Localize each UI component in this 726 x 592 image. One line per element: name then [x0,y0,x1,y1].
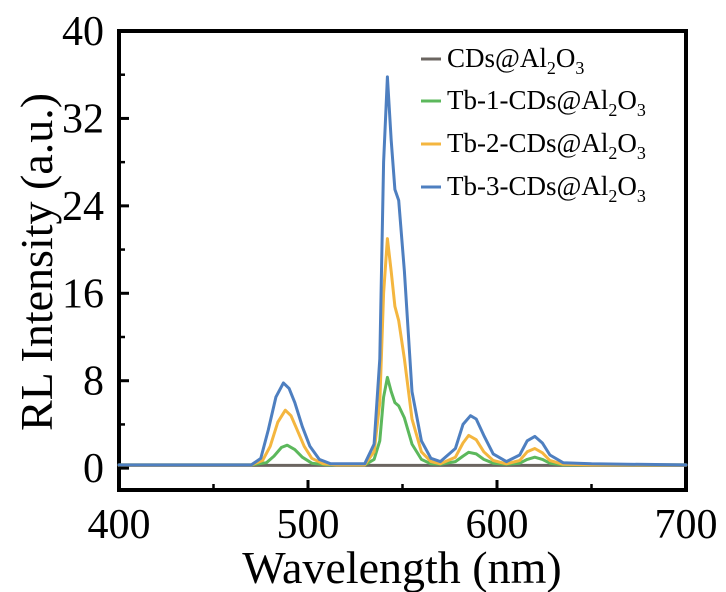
y-tick-label: 40 [62,9,104,55]
x-tick-label: 400 [88,502,151,548]
series-line-4 [117,75,688,467]
y-tick-label: 16 [62,271,104,317]
x-axis-title: Wavelength (nm) [242,542,561,592]
series-line-3 [117,237,688,467]
legend-label-3: Tb-2-CDs@Al2O3 [447,128,646,163]
legend-label-2: Tb-1-CDs@Al2O3 [447,85,646,120]
x-tick-label: 700 [655,502,718,548]
y-tick-label: 0 [83,446,104,492]
y-axis-title: RL Intensity (a.u.) [11,93,62,431]
tick-layer: 400 500 600 700 0 8 16 24 32 40 [62,9,718,548]
series-layer [117,75,688,467]
legend-label-4: Tb-3-CDs@Al2O3 [447,171,646,206]
legend: CDs@Al2O3 Tb-1-CDs@Al2O3 Tb-2-CDs@Al2O3 Tb-… [421,43,646,206]
series-line-2 [117,375,688,467]
y-tick-label: 32 [62,96,104,142]
x-tick-label: 600 [466,502,529,548]
y-tick-label: 8 [83,359,104,405]
x-tick-label: 500 [277,502,340,548]
legend-label-1: CDs@Al2O3 [447,43,584,78]
y-tick-label: 24 [62,184,104,230]
